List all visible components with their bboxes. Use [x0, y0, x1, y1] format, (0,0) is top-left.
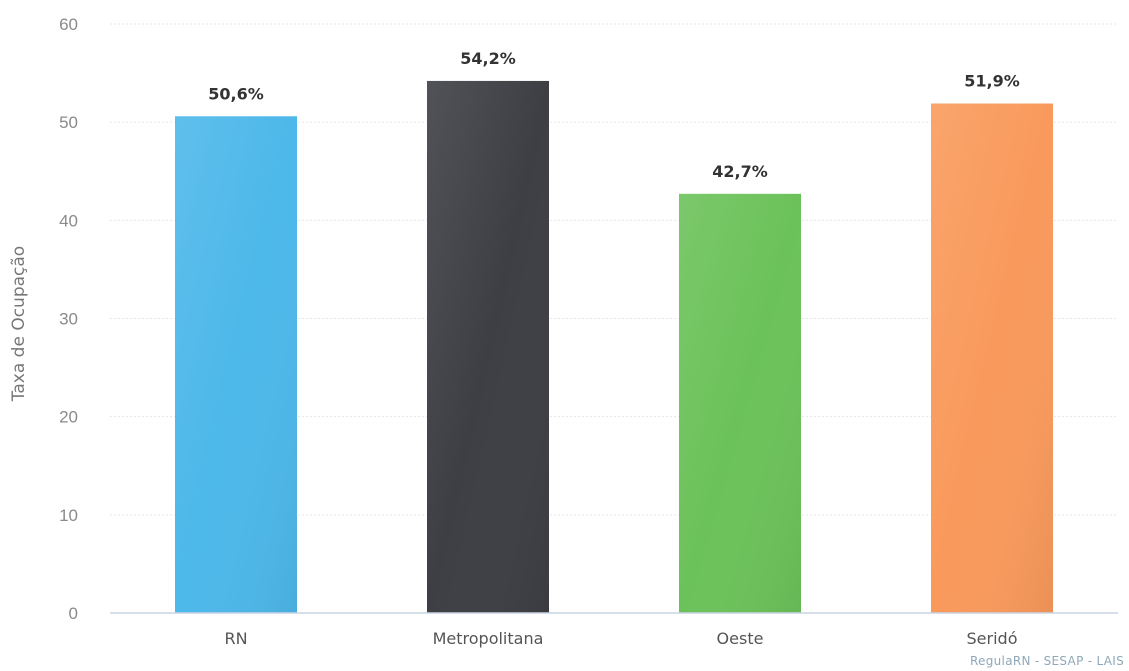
- x-axis-categories: RN Metropolitana Oeste Seridó: [224, 629, 1017, 648]
- y-tick-label: 0: [69, 604, 78, 623]
- y-tick-label: 60: [59, 15, 78, 34]
- bars: [175, 80, 1053, 614]
- x-category-label: Metropolitana: [433, 629, 544, 648]
- y-tick-label: 50: [59, 113, 78, 132]
- y-tick-label: 30: [59, 310, 78, 329]
- x-category-label: RN: [224, 629, 247, 648]
- y-axis-ticks: 0 10 20 30 40 50 60: [59, 15, 78, 623]
- x-category-label: Oeste: [717, 629, 764, 648]
- data-labels: 50,6% 54,2% 42,7% 51,9%: [208, 49, 1020, 181]
- data-label: 51,9%: [964, 72, 1020, 91]
- data-label: 54,2%: [460, 49, 516, 68]
- bar-sheen: [175, 116, 297, 613]
- y-tick-label: 40: [59, 211, 78, 230]
- bar-sheen: [427, 80, 549, 614]
- bar-sheen: [931, 103, 1053, 613]
- data-label: 42,7%: [712, 162, 768, 181]
- data-label: 50,6%: [208, 84, 264, 103]
- y-tick-label: 10: [59, 506, 78, 525]
- bar-sheen: [679, 193, 801, 613]
- credit-text: RegulaRN - SESAP - LAIS: [970, 654, 1124, 668]
- x-category-label: Seridó: [967, 629, 1018, 648]
- y-tick-label: 20: [59, 408, 78, 427]
- y-axis-title: Taxa de Ocupação: [9, 246, 29, 402]
